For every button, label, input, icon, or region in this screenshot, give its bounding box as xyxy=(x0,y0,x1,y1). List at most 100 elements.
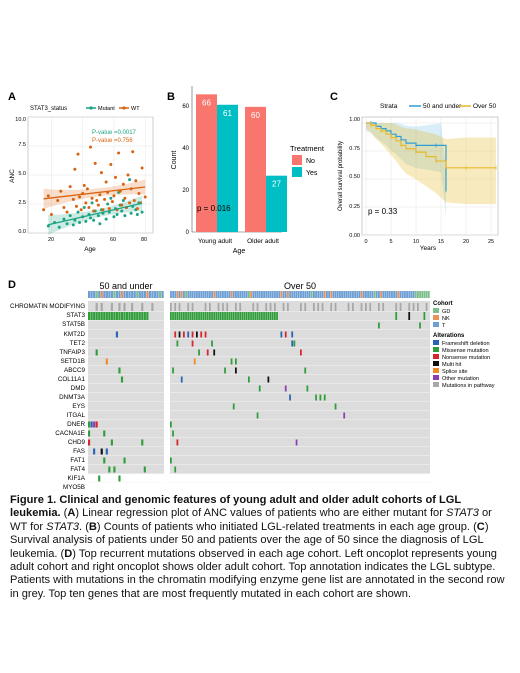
onco-cell-missense-mutation xyxy=(123,312,126,320)
onco-cell-missense-mutation xyxy=(100,312,103,320)
onco-cell-missense-mutation xyxy=(198,312,200,320)
a-point-wt xyxy=(114,175,117,179)
onco-cell-frameshift-deletion xyxy=(93,448,96,455)
a-point-wt xyxy=(120,203,124,207)
onco-cell-mutations-in-pathway xyxy=(425,303,428,311)
onco-cell-missense-mutation xyxy=(110,439,113,446)
onco-cell-missense-mutation xyxy=(196,312,198,320)
onco-cell-mutations-in-pathway xyxy=(269,303,272,311)
onco-cell-missense-mutation xyxy=(200,312,203,320)
onco-cell-mutations-in-pathway xyxy=(174,303,177,311)
onco-cell-nonsense-mutation xyxy=(176,439,179,446)
panel-c-legend-title: Strata xyxy=(380,103,398,110)
onco-cell-multi-hit xyxy=(100,448,103,455)
onco-cell-missense-mutation xyxy=(126,312,129,320)
gene-stat5b: STAT5B xyxy=(62,321,85,328)
a-point-wt xyxy=(134,179,138,183)
onco-cell-missense-mutation xyxy=(113,312,116,320)
c-ytick-0: 0.00 xyxy=(349,233,360,239)
a-point-wt xyxy=(132,199,136,203)
onco-cell-missense-mutation xyxy=(95,312,98,320)
cohort-cell-right xyxy=(313,291,315,298)
legend-wt-dot xyxy=(122,106,126,110)
onco-cell-mutations-in-pathway xyxy=(334,303,337,311)
onco-cell-missense-mutation xyxy=(115,312,118,320)
cohort-cell-right xyxy=(323,291,326,298)
onco-cell-missense-mutation xyxy=(252,312,255,320)
cohort-cell-right xyxy=(172,291,175,298)
cohort-cell-right xyxy=(256,291,259,298)
onco-cell-mutations-in-pathway xyxy=(178,303,181,311)
cohort-cell-right xyxy=(354,291,357,298)
cohort-cell-right xyxy=(401,291,404,298)
onco-cell-multi-hit xyxy=(196,331,198,338)
onco-cell-mutations-in-pathway xyxy=(365,303,367,311)
cohort-cell-right xyxy=(352,291,354,298)
onco-cell-nonsense-mutation xyxy=(284,331,287,338)
cohort-cell-left xyxy=(158,291,162,298)
cohort-cell-right xyxy=(226,291,229,298)
cohort-cell-right xyxy=(187,291,190,298)
cohort-cell-right xyxy=(228,291,231,298)
a-point-mutant xyxy=(129,211,133,215)
cohort-cell-right xyxy=(274,291,276,298)
onco-cell-missense-mutation xyxy=(202,312,205,320)
cohort-cell-left xyxy=(146,291,149,298)
onco-cell-frameshift-deletion xyxy=(115,331,118,338)
cohort-cell-right xyxy=(204,291,207,298)
cohort-cell-right xyxy=(408,291,411,298)
cohort-cell-right xyxy=(360,291,363,298)
bar-no-1 xyxy=(245,106,266,232)
cohort-cell-right xyxy=(276,291,279,298)
gene-fat1: FAT1 xyxy=(70,457,85,464)
cohort-cell-right xyxy=(232,291,235,298)
oncoplot-left-bg xyxy=(88,301,164,474)
panel-c-confidence-bands xyxy=(366,123,496,218)
cohort-cell-right xyxy=(293,291,296,298)
onco-cell-missense-mutation xyxy=(265,312,268,320)
gene-dner: DNER xyxy=(67,421,85,428)
cohort-cell-right xyxy=(388,291,391,298)
gene-eys: EYS xyxy=(72,403,85,410)
onco-cell-missense-mutation xyxy=(170,421,172,428)
onco-cell-mutations-in-pathway xyxy=(399,303,402,311)
onco-cell-missense-mutation xyxy=(274,312,276,320)
onco-cell-missense-mutation xyxy=(174,466,177,473)
onco-cell-multi-hit xyxy=(267,376,270,383)
group-left-title: 50 and under xyxy=(99,281,152,291)
a-point-wt xyxy=(93,161,97,165)
cohort-cell-right xyxy=(410,291,413,298)
cohort-cell-right xyxy=(196,291,198,298)
onco-cell-missense-mutation xyxy=(174,312,177,320)
a-ytick-1: 2.5 xyxy=(18,200,26,206)
onco-cell-missense-mutation xyxy=(98,475,101,482)
caption-gene-stat3-b: STAT3 xyxy=(46,520,80,533)
cohort-cell-right xyxy=(347,291,350,298)
onco-cell-missense-mutation xyxy=(237,312,239,320)
onco-cell-other-mutation xyxy=(295,439,298,446)
onco-cell-missense-mutation xyxy=(395,312,398,320)
a-xtick-0: 20 xyxy=(48,237,54,243)
onco-cell-missense-mutation xyxy=(183,312,185,320)
onco-cell-frameshift-deletion xyxy=(291,340,294,347)
gene-tnfaip3: TNFAIP3 xyxy=(59,349,85,356)
onco-cell-nonsense-mutation xyxy=(204,331,207,338)
cohort-cell-right xyxy=(222,291,224,298)
cohort-cell-right xyxy=(417,291,419,298)
onco-cell-missense-mutation xyxy=(215,312,218,320)
cohort-cell-right xyxy=(183,291,185,298)
onco-cell-mutations-in-pathway xyxy=(321,303,324,311)
cohort-cell-right xyxy=(243,291,246,298)
caption-text-5: ) Counts of patients who initiated LGL-r… xyxy=(96,520,477,533)
cohort-cell-right xyxy=(230,291,233,298)
cohort-t-label: T xyxy=(442,323,446,329)
onco-cell-multi-hit xyxy=(408,312,411,320)
cohort-cell-right xyxy=(356,291,359,298)
onco-cell-missense-mutation xyxy=(191,312,194,320)
alt-missense-swatch xyxy=(433,347,439,352)
cohort-cell-right xyxy=(245,291,248,298)
cohort-cell-right xyxy=(306,291,309,298)
a-point-wt xyxy=(78,195,82,199)
gene-fat4: FAT4 xyxy=(70,466,85,473)
panel-a-legend-title: STAT3_status xyxy=(30,106,67,112)
